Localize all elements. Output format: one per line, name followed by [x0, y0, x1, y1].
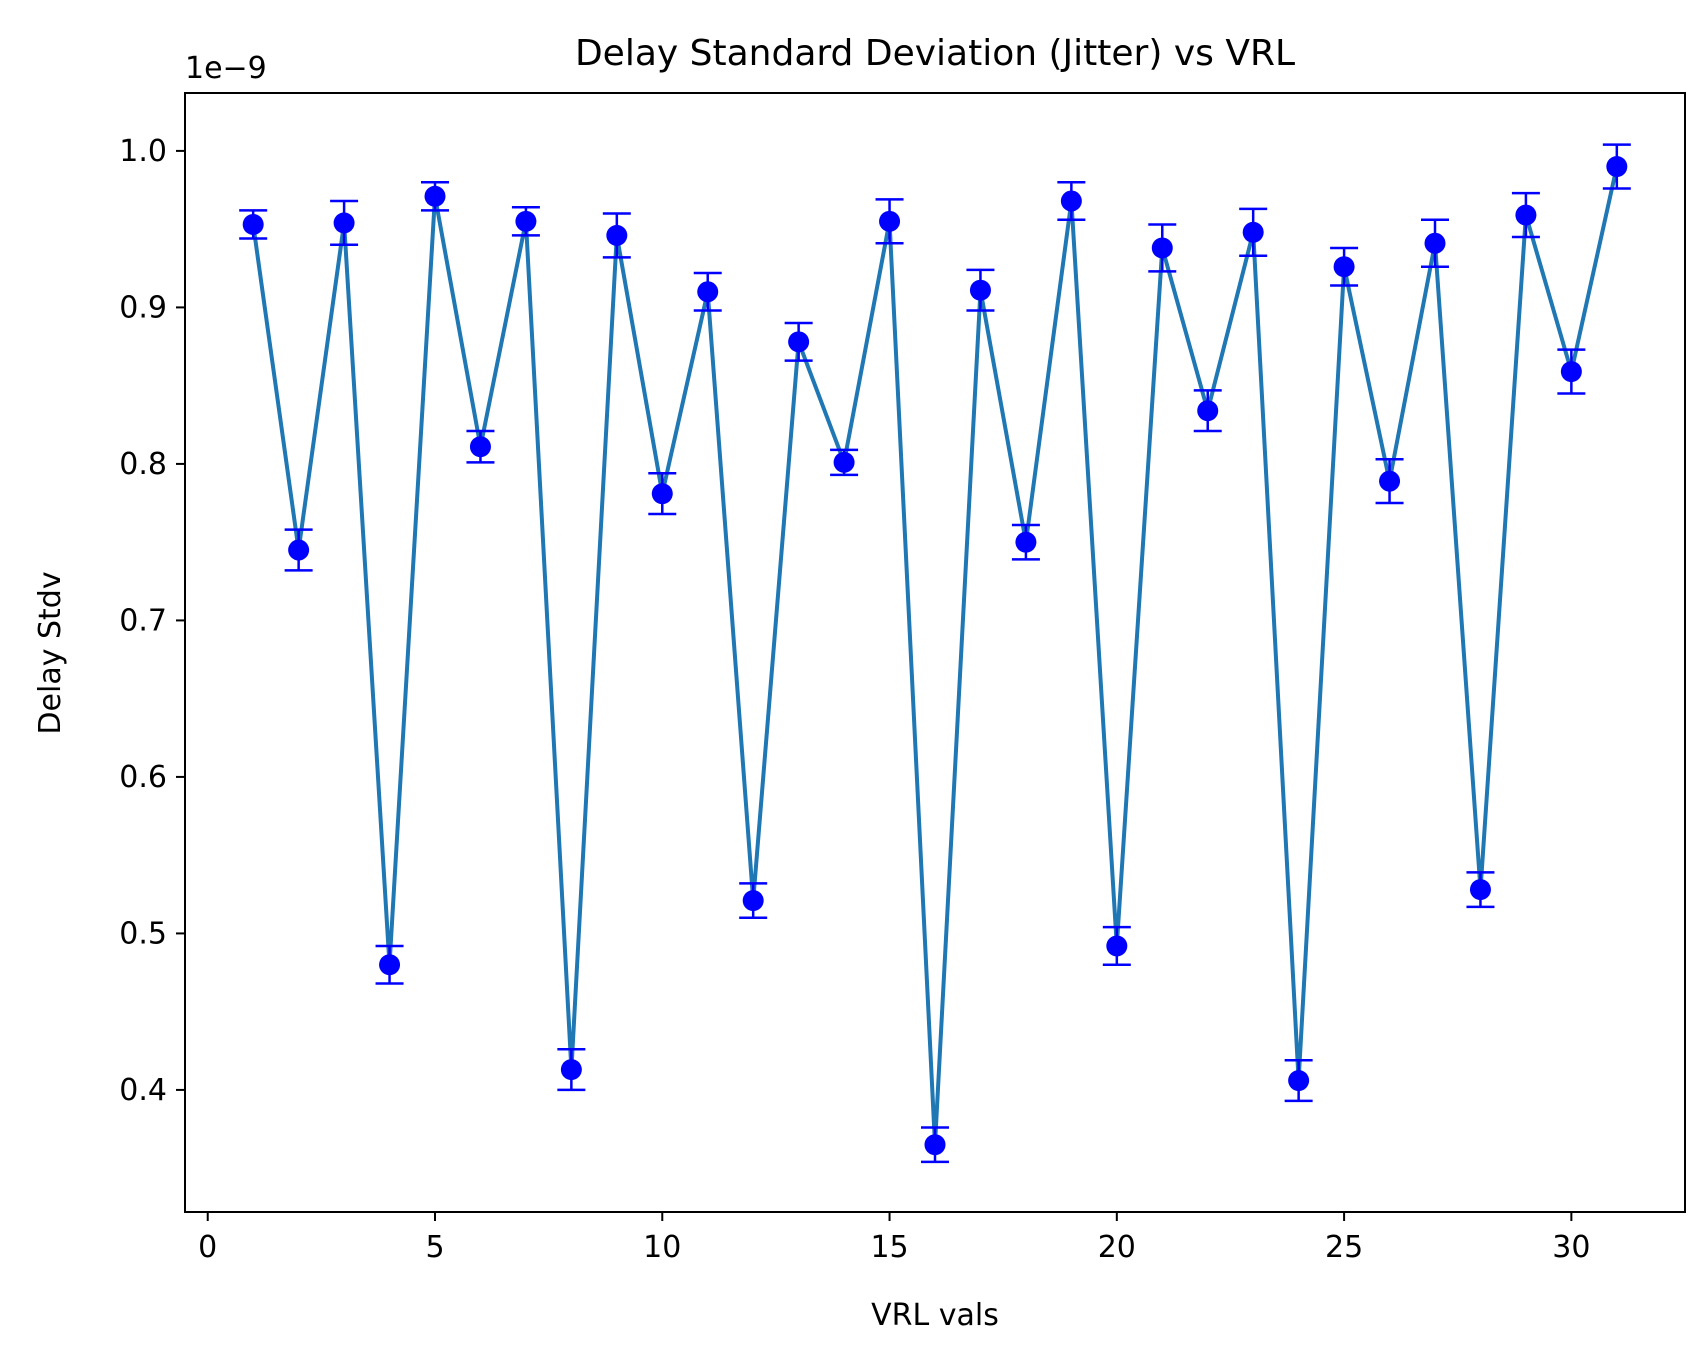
y-tick-label: 0.4	[119, 1073, 167, 1108]
data-point-marker	[1106, 935, 1128, 957]
x-axis-label: VRL vals	[871, 1298, 999, 1333]
data-point-group	[1102, 925, 1131, 966]
data-point-group	[375, 944, 404, 985]
data-point-marker	[560, 1059, 582, 1081]
data-point-group	[421, 180, 449, 212]
y-axis-label: Delay Stdv	[33, 571, 68, 734]
data-point-marker	[788, 331, 810, 353]
data-point-marker	[1560, 361, 1582, 383]
x-tick-label: 20	[1098, 1230, 1136, 1265]
x-tick-label: 15	[870, 1230, 908, 1265]
data-point-group	[693, 271, 722, 312]
data-point-marker	[288, 539, 310, 561]
data-point-group	[1511, 191, 1540, 239]
data-point-marker	[515, 210, 537, 232]
data-point-group	[1330, 246, 1359, 287]
data-point-group	[239, 209, 268, 240]
data-point-marker	[1242, 221, 1264, 243]
data-point-group	[1602, 143, 1631, 190]
y-tick-label: 1.0	[119, 134, 167, 169]
y-tick-label: 0.8	[119, 447, 167, 482]
data-point-group	[330, 199, 359, 247]
data-point-group	[875, 198, 904, 245]
data-point-marker	[1015, 531, 1037, 553]
x-tick-label: 5	[425, 1230, 444, 1265]
data-point-group	[1557, 348, 1586, 395]
data-point-group	[466, 429, 495, 464]
data-point-marker	[697, 281, 719, 303]
data-point-group	[830, 448, 859, 477]
plot-frame	[184, 92, 1686, 1213]
data-point-marker	[1424, 232, 1446, 254]
data-point-marker	[469, 436, 491, 458]
data-point-group	[557, 1047, 586, 1092]
data-point-marker	[1606, 156, 1628, 178]
y-tick-label: 0.5	[119, 916, 167, 951]
x-tick-label: 25	[1325, 1230, 1363, 1265]
y-offset-text: 1e−9	[185, 51, 267, 86]
data-point-marker	[1197, 400, 1219, 422]
data-point-group	[1193, 389, 1222, 433]
y-tick-label: 0.9	[119, 290, 167, 325]
data-point-marker	[379, 954, 401, 976]
data-point-group	[1284, 1058, 1313, 1103]
data-point-group	[1466, 871, 1495, 909]
data-point-group	[648, 472, 677, 516]
data-point-group	[1421, 218, 1449, 268]
data-point-group	[966, 268, 995, 312]
data-point-group	[1011, 523, 1040, 561]
data-point-marker	[1151, 237, 1173, 259]
data-point-group	[1239, 207, 1268, 258]
y-tick-label: 0.7	[119, 603, 167, 638]
data-point-marker	[1469, 879, 1491, 901]
data-point-marker	[833, 451, 855, 473]
data-point-marker	[879, 210, 901, 232]
data-point-marker	[924, 1134, 946, 1156]
data-point-group	[921, 1126, 949, 1164]
data-point-group	[602, 212, 631, 259]
data-point-group	[1148, 223, 1177, 273]
plot-layer	[239, 143, 1631, 1164]
data-point-group	[739, 882, 768, 920]
data-point-marker	[242, 213, 264, 235]
data-point-marker	[1060, 190, 1082, 212]
x-tick-label: 0	[198, 1230, 217, 1265]
data-point-group	[1057, 180, 1086, 222]
data-point-marker	[333, 212, 355, 234]
axes-layer: 0 5 10 15 20 25 30 0.4 0.5 0.6 0.7 0.8 0.9 1.0	[119, 92, 1686, 1265]
data-point-group	[284, 528, 313, 572]
data-point-marker	[742, 890, 764, 912]
data-point-marker	[606, 224, 628, 246]
data-point-marker	[1288, 1070, 1310, 1092]
data-point-marker	[969, 279, 991, 301]
data-point-group	[784, 321, 813, 362]
x-tick-label: 30	[1552, 1230, 1590, 1265]
data-point-marker	[1379, 470, 1401, 492]
data-point-marker	[1333, 256, 1355, 278]
y-tick-label: 0.6	[119, 760, 167, 795]
chart-title: Delay Standard Deviation (Jitter) vs VRL	[575, 33, 1295, 74]
data-point-marker	[651, 483, 673, 505]
data-point-group	[511, 205, 540, 237]
data-point-marker	[1515, 204, 1537, 226]
data-point-marker	[424, 185, 446, 207]
x-tick-label: 10	[643, 1230, 681, 1265]
data-point-group	[1375, 457, 1404, 505]
